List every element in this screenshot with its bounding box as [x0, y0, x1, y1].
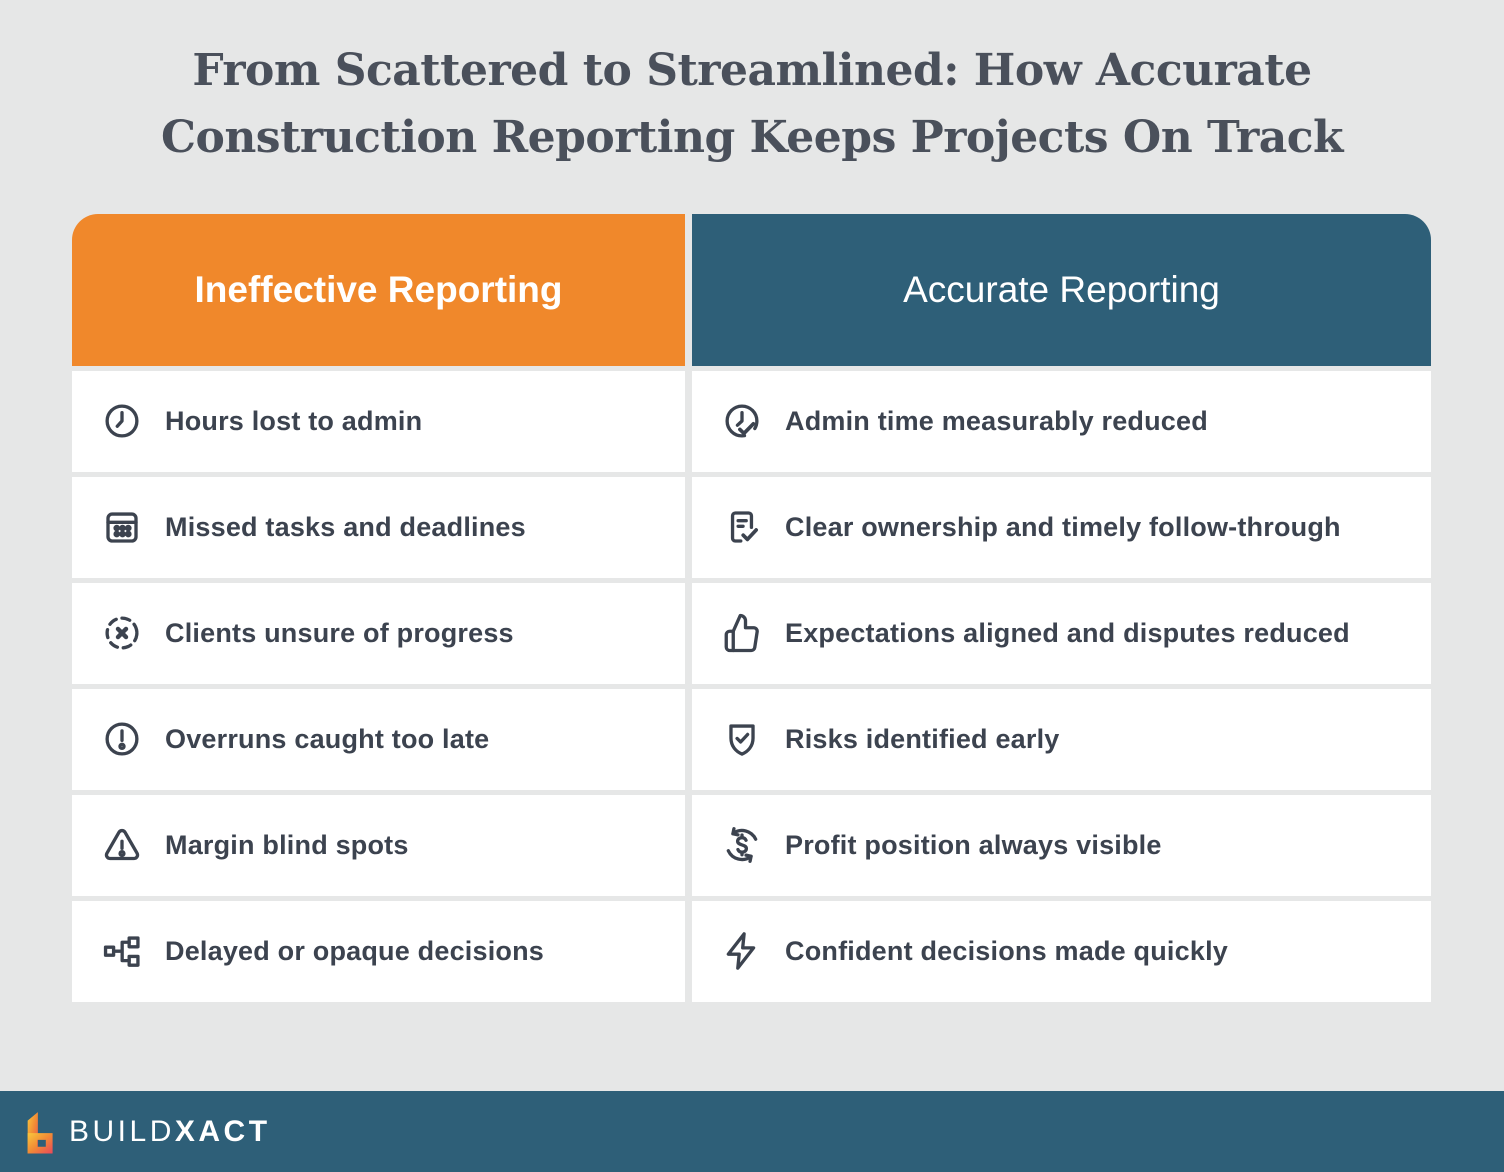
calendar-icon — [100, 505, 144, 549]
buildxact-b-logo — [27, 1111, 53, 1154]
row-label: Profit position always visible — [785, 829, 1162, 860]
table-row: Hours lost to admin — [72, 370, 685, 472]
row-label: Missed tasks and deadlines — [165, 511, 526, 542]
warning-triangle-icon — [100, 823, 144, 867]
thumbs-up-icon — [720, 611, 764, 655]
table-row: Clear ownership and timely follow-throug… — [692, 476, 1431, 578]
row-label: Delayed or opaque decisions — [165, 935, 545, 966]
table-row: Margin blind spots — [72, 794, 685, 896]
table-row: Profit position always visible — [692, 794, 1431, 896]
row-label: Expectations aligned and disputes reduce… — [785, 617, 1350, 648]
ineffective-rows: Hours lost to admin Missed tasks and dead… — [72, 370, 685, 1002]
brand-xact: XACT — [174, 1114, 271, 1148]
x-circle-dashed-icon — [100, 611, 144, 655]
table-row: Overruns caught too late — [72, 688, 685, 790]
table-row: Confident decisions made quickly — [692, 900, 1431, 1002]
comparison-table: Ineffective Reporting Hours lost to admi… — [72, 213, 1431, 1002]
row-label: Risks identified early — [785, 723, 1060, 754]
ineffective-reporting-header: Ineffective Reporting — [72, 213, 685, 366]
dollar-cycle-icon — [720, 823, 764, 867]
decision-tree-icon — [100, 929, 144, 973]
table-row: Risks identified early — [692, 688, 1431, 790]
table-row: Expectations aligned and disputes reduce… — [692, 582, 1431, 684]
accurate-reporting-header: Accurate Reporting — [692, 213, 1431, 366]
page-title: From Scattered to Streamlined: How Accur… — [60, 38, 1444, 172]
buildxact-brand: BUILDXACT — [22, 1110, 271, 1154]
row-label: Hours lost to admin — [165, 405, 423, 436]
lightning-icon — [720, 929, 764, 973]
clock-check-icon — [720, 399, 764, 443]
title-line-2: Construction Reporting Keeps Projects On… — [160, 111, 1344, 163]
accurate-rows: Admin time measurably reduced Clear owner… — [692, 370, 1431, 1002]
row-label: Confident decisions made quickly — [785, 935, 1228, 966]
row-label: Clients unsure of progress — [165, 617, 514, 648]
row-label: Margin blind spots — [165, 829, 409, 860]
clock-icon — [100, 399, 144, 443]
brand-text: BUILDXACT — [69, 1115, 271, 1149]
document-check-icon — [720, 505, 764, 549]
brand-build: BUILD — [69, 1114, 175, 1148]
title-line-1: From Scattered to Streamlined: How Accur… — [192, 45, 1312, 96]
table-row: Delayed or opaque decisions — [72, 900, 685, 1002]
row-label: Clear ownership and timely follow-throug… — [785, 511, 1341, 542]
table-row: Missed tasks and deadlines — [72, 476, 685, 578]
column-accurate-reporting: Accurate Reporting Admin time measurably… — [692, 213, 1431, 1002]
shield-check-icon — [720, 717, 764, 761]
alert-circle-icon — [100, 717, 144, 761]
table-row: Clients unsure of progress — [72, 582, 685, 684]
row-label: Admin time measurably reduced — [785, 405, 1208, 436]
table-row: Admin time measurably reduced — [692, 370, 1431, 472]
row-label: Overruns caught too late — [165, 723, 490, 754]
column-ineffective-reporting: Ineffective Reporting Hours lost to admi… — [72, 213, 685, 1002]
footer-bar: BUILDXACT — [0, 1091, 1504, 1172]
